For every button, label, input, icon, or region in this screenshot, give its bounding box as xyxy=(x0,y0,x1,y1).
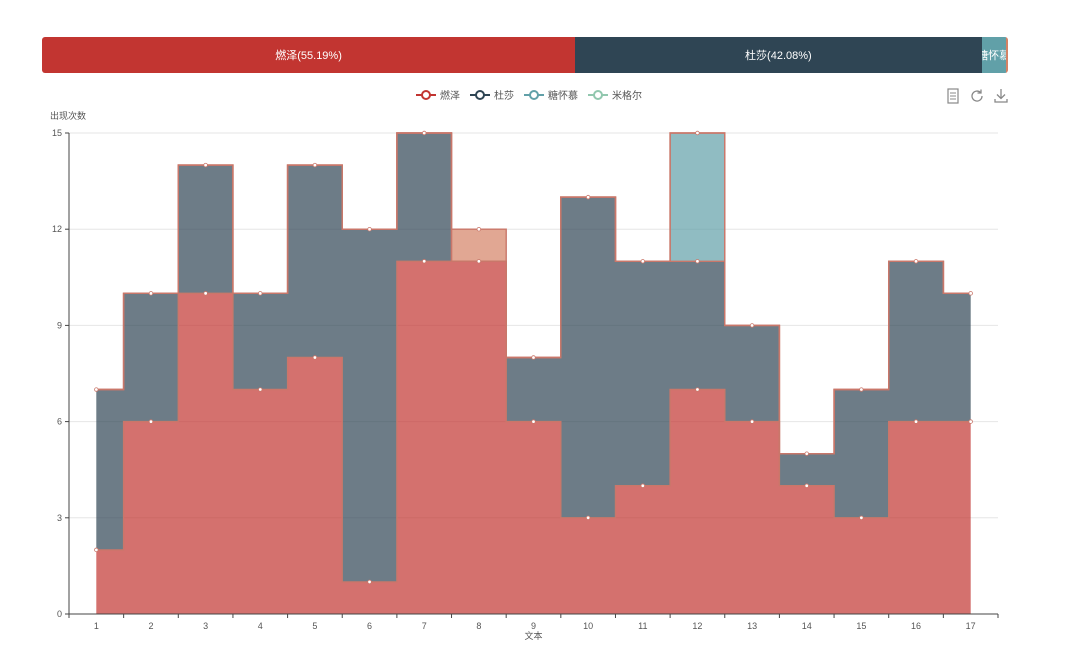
data-point[interactable] xyxy=(422,130,427,136)
legend-label: 糖怀慕 xyxy=(548,91,578,102)
y-tick-label: 6 xyxy=(57,417,62,427)
data-point[interactable] xyxy=(422,259,427,264)
series-area xyxy=(96,133,971,582)
x-tick-label: 15 xyxy=(856,621,866,631)
data-point[interactable] xyxy=(585,515,591,520)
legend-marker-icon xyxy=(524,89,544,100)
legend-item[interactable]: 糖怀慕 xyxy=(524,87,578,102)
x-tick-label: 13 xyxy=(747,621,757,631)
data-point[interactable] xyxy=(749,323,755,328)
data-point[interactable] xyxy=(203,291,208,296)
data-point[interactable] xyxy=(695,130,700,136)
x-tick-label: 4 xyxy=(258,621,263,631)
data-point[interactable] xyxy=(585,194,591,200)
data-point[interactable] xyxy=(859,387,864,392)
series-area xyxy=(96,261,971,614)
legend-label: 杜莎 xyxy=(494,91,514,102)
data-points xyxy=(94,130,973,585)
share-segment: 糖怀慕 xyxy=(981,37,1006,73)
x-tick-label: 11 xyxy=(638,621,647,631)
restore-icon[interactable] xyxy=(968,87,986,105)
data-point[interactable] xyxy=(476,226,482,232)
share-segment: 燃泽(55.19%) xyxy=(42,37,576,73)
save-image-icon[interactable] xyxy=(992,87,1010,105)
y-tick-label: 12 xyxy=(52,224,62,234)
data-point[interactable] xyxy=(476,259,482,264)
x-tick-label: 10 xyxy=(583,621,593,631)
legend-item[interactable]: 燃泽 xyxy=(416,87,460,102)
data-point[interactable] xyxy=(148,419,154,424)
x-tick-label: 17 xyxy=(966,621,976,631)
data-point[interactable] xyxy=(367,579,372,585)
legend-item[interactable]: 米格尔 xyxy=(588,87,642,102)
share-bar: 燃泽(55.19%) 杜莎(42.08%) 糖怀慕 xyxy=(42,37,1008,73)
data-point[interactable] xyxy=(695,259,700,264)
data-point[interactable] xyxy=(94,387,99,392)
data-point[interactable] xyxy=(859,515,864,520)
series-areas xyxy=(96,133,971,614)
x-tick-label: 5 xyxy=(312,621,317,631)
y-tick-label: 0 xyxy=(57,609,62,619)
data-point[interactable] xyxy=(968,419,973,424)
share-segment: 杜莎(42.08%) xyxy=(575,37,982,73)
data-point[interactable] xyxy=(804,483,809,488)
y-tick-label: 15 xyxy=(52,128,62,138)
x-tick-label: 16 xyxy=(911,621,921,631)
x-tick-label: 7 xyxy=(422,621,427,631)
legend-marker-icon xyxy=(588,89,608,100)
x-tick-label: 14 xyxy=(802,621,812,631)
x-tick-label: 8 xyxy=(476,621,481,631)
legend-marker-icon xyxy=(470,89,490,100)
data-point[interactable] xyxy=(94,547,99,553)
x-tick-label: 6 xyxy=(367,621,372,631)
data-point[interactable] xyxy=(640,259,645,264)
y-tick-label: 9 xyxy=(57,320,62,330)
data-point[interactable] xyxy=(312,355,318,360)
data-point[interactable] xyxy=(913,259,919,264)
x-tick-label: 9 xyxy=(531,621,536,631)
data-point[interactable] xyxy=(804,451,809,456)
chart-legend: 燃泽 杜莎 糖怀慕 米格尔 xyxy=(416,87,642,102)
data-point[interactable] xyxy=(258,387,263,392)
data-point[interactable] xyxy=(203,162,208,168)
data-point[interactable] xyxy=(531,419,536,424)
data-point[interactable] xyxy=(258,291,263,296)
chart-toolbox xyxy=(944,87,1010,105)
legend-label: 米格尔 xyxy=(612,91,642,102)
x-tick-label: 12 xyxy=(692,621,702,631)
data-point[interactable] xyxy=(749,419,755,424)
x-tick-label: 1 xyxy=(94,621,99,631)
data-point[interactable] xyxy=(312,162,318,168)
x-axis-title: 文本 xyxy=(524,630,542,641)
legend-marker-icon xyxy=(416,89,436,100)
data-point[interactable] xyxy=(148,291,154,296)
x-tick-label: 2 xyxy=(148,621,153,631)
y-axis-title: 出现次数 xyxy=(50,110,86,121)
data-point[interactable] xyxy=(968,291,973,296)
x-tick-label: 3 xyxy=(203,621,208,631)
data-point[interactable] xyxy=(367,226,372,232)
data-view-icon[interactable] xyxy=(944,87,962,105)
data-point[interactable] xyxy=(531,355,536,360)
share-segment xyxy=(1005,37,1008,73)
legend-label: 燃泽 xyxy=(440,91,460,102)
legend-item[interactable]: 杜莎 xyxy=(470,87,514,102)
data-point[interactable] xyxy=(695,387,700,392)
y-tick-label: 3 xyxy=(57,513,62,523)
data-point[interactable] xyxy=(913,419,919,424)
data-point[interactable] xyxy=(640,483,645,488)
